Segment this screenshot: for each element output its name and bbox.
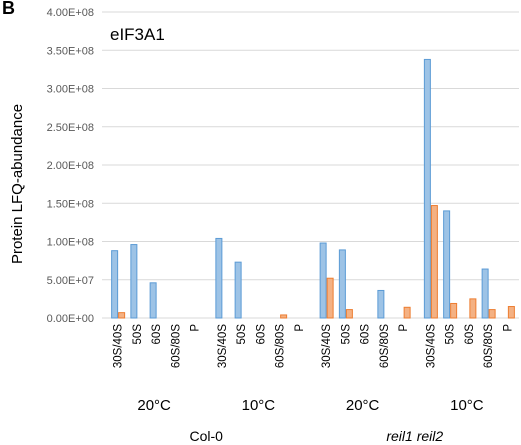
temperature-label: 20°C: [137, 397, 171, 414]
x-tick-label: 50S: [132, 324, 144, 345]
x-tick-label: 60S/80S: [275, 324, 287, 368]
bar-blue: [215, 237, 223, 319]
bar-blue: [234, 261, 242, 319]
x-tick-label: 60S/80S: [379, 324, 391, 368]
bar-orange: [507, 306, 515, 319]
x-tick-label: 60S/80S: [483, 324, 495, 368]
bar-blue: [443, 210, 451, 319]
x-tick-label: 60S/80S: [170, 324, 182, 368]
bar-orange: [326, 277, 334, 319]
y-tick-label: 2.00E+08: [47, 160, 94, 172]
x-tick-label: P: [294, 324, 306, 332]
bar-blue: [423, 58, 431, 319]
x-tick-label: 60S: [464, 324, 476, 345]
panel-letter: B: [2, 0, 15, 18]
bar-orange: [469, 298, 477, 319]
y-tick-label: 0.00E+00: [47, 313, 94, 325]
x-tick-label: P: [502, 324, 514, 332]
bar-orange: [430, 205, 438, 319]
x-axis-categories: 30S/40S 50S 60S 60S/80S P 30S/40S 50S 60S 60S/80…: [113, 324, 515, 368]
temperature-label: 10°C: [242, 397, 276, 414]
y-tick-label: 4.00E+08: [47, 7, 94, 19]
y-tick-label: 3.50E+08: [47, 45, 94, 57]
x-tick-label: 60S: [255, 324, 267, 345]
bar-orange: [403, 306, 411, 319]
y-tick-label: 1.00E+08: [47, 237, 94, 249]
temperature-label: 20°C: [346, 397, 380, 414]
temperature-label: 10°C: [450, 397, 484, 414]
x-tick-label: P: [190, 324, 202, 332]
genotype-label: reil1 reil2: [386, 428, 443, 444]
x-tick-label: 30S/40S: [113, 324, 125, 368]
x-tick-label: 60S: [360, 324, 372, 345]
x-tick-label: 60S: [151, 324, 163, 345]
bar-orange: [118, 312, 126, 319]
bar-blue: [319, 242, 327, 319]
y-axis-label: Protein LFQ-abundance: [9, 104, 26, 264]
bars: [111, 58, 515, 319]
bar-blue: [130, 244, 138, 319]
x-tick-label: 30S/40S: [321, 324, 333, 368]
x-tick-label: 30S/40S: [217, 324, 229, 368]
bar-orange: [280, 314, 288, 319]
bar-blue: [111, 250, 119, 319]
bar-blue: [377, 289, 385, 319]
gridlines: [102, 11, 519, 319]
y-tick-label: 3.00E+08: [47, 84, 94, 96]
bar-orange: [450, 302, 458, 319]
chart-title: eIF3A1: [110, 25, 165, 44]
genotype-label: Col-0: [190, 428, 224, 444]
y-tick-label: 5.00E+07: [47, 275, 94, 287]
genotype-labels: Col-0 reil1 reil2: [190, 428, 444, 444]
x-tick-label: P: [398, 324, 410, 332]
y-tick-label: 2.50E+08: [47, 122, 94, 134]
bar-orange: [488, 309, 496, 319]
x-tick-label: 30S/40S: [425, 324, 437, 368]
x-tick-label: 50S: [340, 324, 352, 345]
bar-blue: [149, 282, 157, 319]
y-tick-label: 1.50E+08: [47, 198, 94, 210]
x-tick-label: 50S: [445, 324, 457, 345]
bar-orange: [345, 309, 353, 319]
y-axis-ticks: 0.00E+00 5.00E+07 1.00E+08 1.50E+08 2.00E+08…: [47, 7, 94, 325]
x-tick-label: 50S: [236, 324, 248, 345]
temperature-labels: 20°C 10°C 20°C 10°C: [137, 397, 483, 414]
bar-blue: [481, 268, 489, 319]
bar-blue: [338, 249, 346, 319]
